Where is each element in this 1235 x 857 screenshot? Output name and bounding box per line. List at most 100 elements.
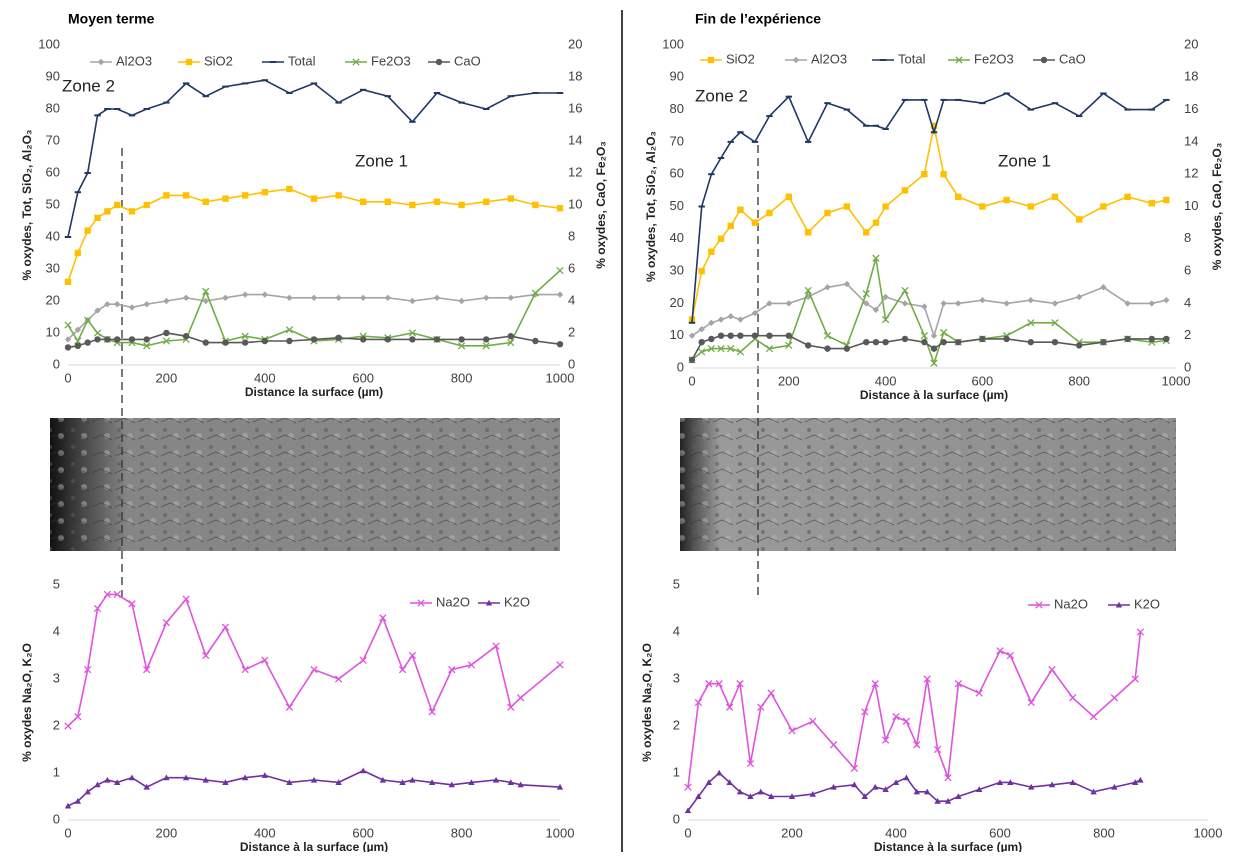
marker <box>717 316 725 323</box>
marker <box>143 336 150 343</box>
legend-label: Al2O3 <box>116 53 152 68</box>
marker <box>202 287 210 296</box>
marker <box>1148 335 1156 343</box>
marker <box>556 783 564 790</box>
marker <box>360 294 367 301</box>
marker <box>940 328 948 337</box>
marker <box>359 656 367 664</box>
marker <box>843 345 851 352</box>
marker <box>448 781 455 788</box>
marker <box>458 336 465 343</box>
marker <box>448 665 456 674</box>
marker <box>556 205 564 212</box>
y-tick-label: 4 <box>673 623 680 638</box>
y-tick-label: 1 <box>53 764 60 779</box>
marker <box>684 807 692 814</box>
y-tick-label: 10 <box>670 327 684 342</box>
y-tick-label: 0 <box>53 356 60 371</box>
marker <box>1100 338 1107 346</box>
micrograph <box>50 418 560 551</box>
marker <box>104 208 111 215</box>
legend-label: Al2O3 <box>811 51 847 66</box>
marker <box>1006 651 1015 660</box>
marker <box>698 338 705 346</box>
marker <box>128 774 136 781</box>
legend-marker <box>1035 601 1043 609</box>
y-tick-label: 100 <box>38 36 60 51</box>
marker <box>128 336 136 343</box>
marker <box>785 341 793 350</box>
marker <box>1124 193 1131 201</box>
marker <box>824 345 831 352</box>
marker <box>202 651 210 660</box>
marker <box>843 203 851 210</box>
y2-tick-label: 10 <box>568 196 582 211</box>
marker <box>708 335 715 343</box>
marker <box>736 680 744 688</box>
marker <box>996 779 1004 785</box>
marker <box>863 229 870 236</box>
marker <box>507 195 514 202</box>
y-axis-label: % oxydes, Tot, SiO₂, Al₂O₃ <box>20 130 34 281</box>
marker <box>785 332 792 339</box>
marker <box>757 703 765 711</box>
marker <box>737 316 744 323</box>
marker <box>1132 779 1139 785</box>
marker <box>747 793 754 800</box>
marker <box>458 201 465 209</box>
marker <box>830 783 837 790</box>
marker <box>1100 284 1107 291</box>
marker <box>143 665 151 674</box>
series-line <box>691 283 1167 339</box>
marker <box>751 332 759 339</box>
marker <box>286 779 293 785</box>
marker <box>861 708 869 716</box>
marker <box>1007 779 1014 785</box>
y-tick-label: 3 <box>53 670 60 685</box>
marker <box>715 680 723 688</box>
marker <box>1089 712 1098 721</box>
marker <box>979 335 986 343</box>
marker <box>785 193 792 201</box>
marker <box>809 717 817 725</box>
marker <box>458 297 465 305</box>
y-tick-label: 70 <box>670 133 684 148</box>
marker <box>1027 203 1034 210</box>
marker <box>433 198 441 205</box>
marker <box>765 344 774 353</box>
legend-label: Fe2O3 <box>371 53 411 68</box>
marker <box>1163 196 1170 204</box>
marker <box>824 284 831 291</box>
marker <box>74 337 82 345</box>
marker <box>104 776 111 783</box>
y-tick-label: 40 <box>46 228 60 243</box>
legend-label: Na2O <box>436 594 470 609</box>
marker <box>955 793 962 800</box>
y2-axis-label: % oxydes, CaO, Fe₂O₃ <box>1210 143 1224 271</box>
legend-marker <box>485 599 493 606</box>
marker <box>882 786 889 793</box>
marker <box>114 201 121 209</box>
marker <box>285 703 294 711</box>
marker <box>934 798 941 804</box>
chart-title: Fin de l’expérience <box>695 11 821 27</box>
marker <box>921 338 928 346</box>
y-tick-label: 60 <box>670 166 684 181</box>
marker <box>408 651 417 660</box>
y-tick-label: 100 <box>662 36 684 51</box>
y2-tick-label: 14 <box>1184 133 1198 148</box>
y-tick-label: 70 <box>46 132 60 147</box>
y2-tick-label: 4 <box>568 292 575 307</box>
legend-marker <box>352 58 360 66</box>
y-tick-label: 60 <box>46 164 60 179</box>
marker <box>221 623 230 631</box>
marker <box>684 783 692 791</box>
marker <box>940 300 947 307</box>
marker <box>727 332 734 339</box>
marker <box>285 326 294 334</box>
series-line <box>687 631 1142 788</box>
marker <box>1110 694 1119 702</box>
marker <box>182 595 190 603</box>
marker <box>84 227 91 234</box>
marker <box>74 249 82 257</box>
